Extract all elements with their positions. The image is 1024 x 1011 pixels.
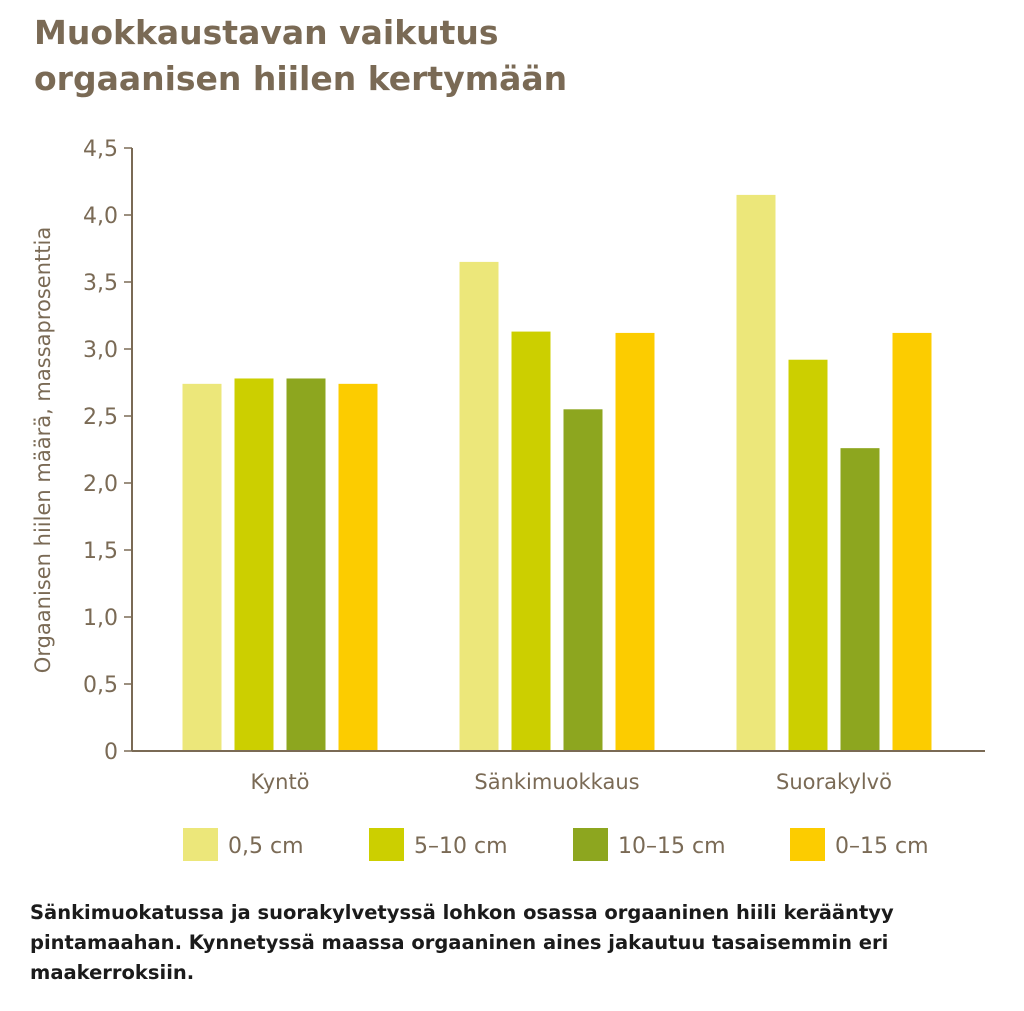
legend: 0,5 cm 5–10 cm 10–15 cm 0–15 cm bbox=[183, 828, 929, 861]
y-tick-label: 4,5 bbox=[83, 137, 118, 162]
y-tick: 0 bbox=[104, 740, 132, 765]
y-tick: 4,5 bbox=[83, 137, 132, 162]
legend-swatch bbox=[790, 828, 825, 861]
bar bbox=[615, 332, 655, 751]
legend-label: 5–10 cm bbox=[414, 834, 508, 859]
figure-caption: Sänkimuokatussa ja suorakylvetyssä lohko… bbox=[30, 901, 894, 984]
legend-item: 10–15 cm bbox=[573, 828, 726, 861]
legend-swatch bbox=[573, 828, 608, 861]
x-category-label: Sänkimuokkaus bbox=[474, 770, 639, 794]
y-tick-label: 0 bbox=[104, 740, 118, 765]
bar bbox=[892, 332, 932, 751]
y-tick-label: 2,0 bbox=[83, 472, 118, 497]
bar-group bbox=[459, 261, 655, 751]
legend-label: 0–15 cm bbox=[835, 834, 929, 859]
bars-layer bbox=[182, 194, 932, 751]
bar bbox=[338, 383, 378, 751]
legend-label: 10–15 cm bbox=[618, 834, 726, 859]
bar bbox=[840, 448, 880, 751]
bar bbox=[788, 359, 828, 751]
legend-item: 0,5 cm bbox=[183, 828, 304, 861]
legend-item: 5–10 cm bbox=[369, 828, 508, 861]
bar bbox=[234, 378, 274, 751]
y-tick-label: 3,5 bbox=[83, 271, 118, 296]
legend-label: 0,5 cm bbox=[228, 834, 304, 859]
y-tick: 3,0 bbox=[83, 338, 132, 363]
chart-title: Muokkaustavan vaikutus orgaanisen hiilen… bbox=[34, 10, 994, 102]
bar bbox=[736, 194, 776, 751]
y-tick-label: 0,5 bbox=[83, 673, 118, 698]
y-tick-label: 4,0 bbox=[83, 204, 118, 229]
x-category-label: Suorakylvö bbox=[776, 770, 892, 794]
bar bbox=[563, 409, 603, 751]
y-tick: 2,0 bbox=[83, 472, 132, 497]
legend-item: 0–15 cm bbox=[790, 828, 929, 861]
x-category-label: Kyntö bbox=[250, 770, 309, 794]
legend-swatch bbox=[369, 828, 404, 861]
bar-group bbox=[182, 378, 378, 751]
y-tick: 4,0 bbox=[83, 204, 132, 229]
chart-title-line-1: Muokkaustavan vaikutus bbox=[34, 13, 499, 52]
y-tick: 2,5 bbox=[83, 405, 132, 430]
bar bbox=[182, 383, 222, 751]
legend-swatch bbox=[183, 828, 218, 861]
bar bbox=[459, 261, 499, 751]
y-tick: 1,5 bbox=[83, 539, 132, 564]
y-tick-label: 1,0 bbox=[83, 606, 118, 631]
y-tick: 3,5 bbox=[83, 271, 132, 296]
y-axis-label: Orgaanisen hiilen määrä, massaprosenttia bbox=[31, 227, 55, 673]
bar-group bbox=[736, 194, 932, 751]
y-tick-label: 3,0 bbox=[83, 338, 118, 363]
y-tick: 0,5 bbox=[83, 673, 132, 698]
y-tick-label: 1,5 bbox=[83, 539, 118, 564]
x-category-labels: Kyntö Sänkimuokkaus Suorakylvö bbox=[250, 770, 892, 794]
y-ticks: 0 0,5 1,0 1,5 2,0 2,5 3,0 3,5 4,0 4,5 bbox=[83, 137, 132, 765]
bar bbox=[511, 331, 551, 751]
y-tick: 1,0 bbox=[83, 606, 132, 631]
y-tick-label: 2,5 bbox=[83, 405, 118, 430]
bar bbox=[286, 378, 326, 751]
chart-title-line-2: orgaanisen hiilen kertymään bbox=[34, 59, 568, 98]
bar-chart: 0 0,5 1,0 1,5 2,0 2,5 3,0 3,5 4,0 4,5 Kyntö Sänkim… bbox=[31, 137, 985, 861]
